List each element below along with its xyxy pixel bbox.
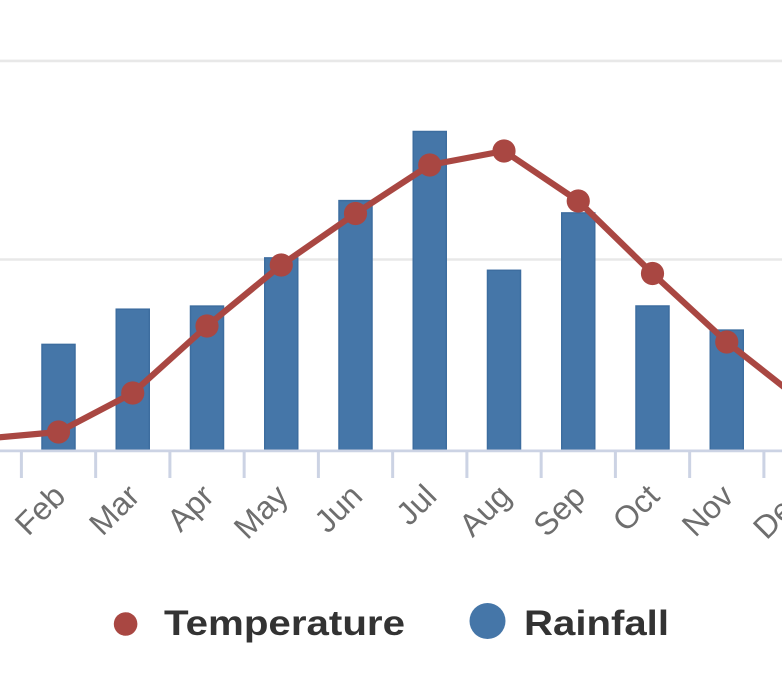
svg-text:Rainfall: Rainfall (524, 604, 669, 643)
svg-text:Temperature: Temperature (164, 604, 405, 643)
